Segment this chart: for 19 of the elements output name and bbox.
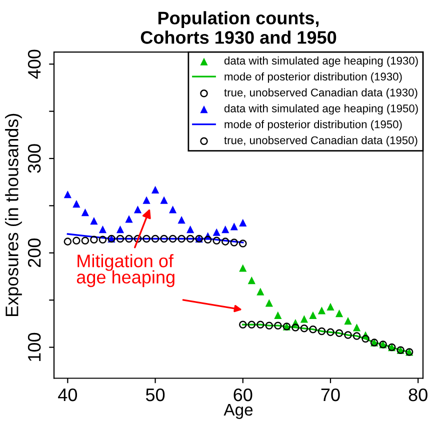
y-tick-label: 100	[28, 332, 41, 361]
x-tick-label: 40	[58, 388, 78, 402]
legend-label: true, unobserved Canadian data (1930)	[224, 88, 418, 99]
x-tick-label: 50	[146, 388, 165, 402]
legend-label: data with simulated age heaping (1930)	[224, 56, 418, 67]
y-tick-label: 300	[28, 144, 41, 173]
legend-label: data with simulated age heaping (1950)	[224, 104, 418, 115]
annotation: Mitigation of age heaping	[76, 254, 174, 288]
x-tick-label: 60	[234, 388, 252, 402]
x-axis-title: Age	[224, 404, 253, 419]
x-tick-label: 80	[408, 388, 428, 402]
legend-label: mode of posterior distribution (1950)	[224, 120, 402, 130]
legend-label: mode of posterior distribution (1930)	[224, 72, 402, 83]
x-tick-label: 70	[321, 388, 340, 402]
chart-title: Population counts, Cohorts 1930 and 1950	[140, 11, 336, 44]
y-axis-title: Exposures (in thousands)	[5, 114, 22, 316]
y-tick-label: 400	[28, 50, 41, 79]
y-tick-label: 200	[28, 238, 41, 268]
legend-label: true, unobserved Canadian data (1950)	[224, 136, 418, 146]
